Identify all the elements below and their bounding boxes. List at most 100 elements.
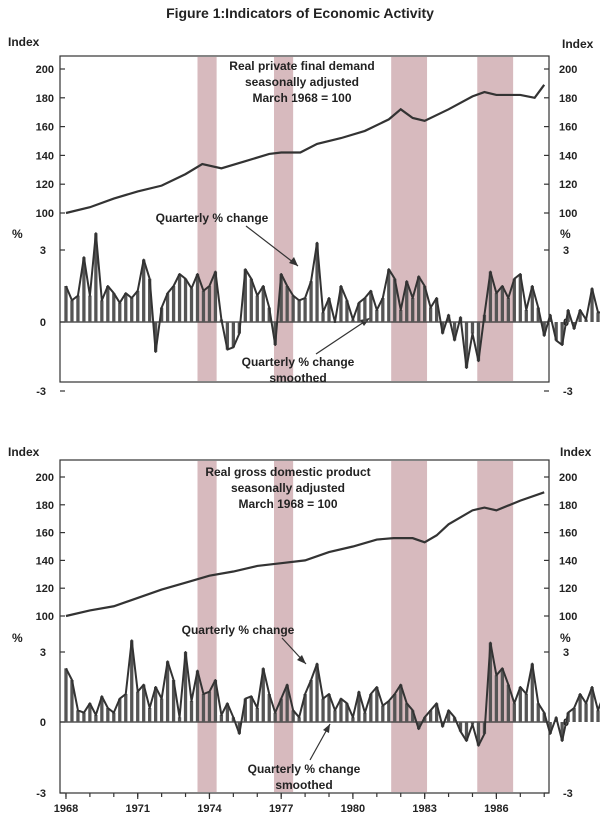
bar-p1-q8: [106, 286, 110, 322]
bar-p1-q20: [177, 274, 182, 322]
bar-p1-q57: [399, 310, 403, 322]
bar-p1-q56: [393, 278, 397, 322]
bar-p1-q31: [243, 269, 247, 322]
bar-p1-q53: [375, 310, 379, 322]
bar-p1-q13: [136, 290, 140, 322]
bar-p2-q35: [267, 694, 271, 722]
bar-p1-q35: [267, 307, 271, 322]
bar-p2-q50: [357, 691, 361, 722]
pct-tick-label-left-p2-1: 0: [40, 717, 46, 729]
bar-p1-q41: [303, 298, 307, 322]
index-label-left-1: Index: [8, 35, 40, 49]
pct-tick-label-left-p1-1: 0: [40, 317, 46, 329]
series-title-2-line-2: seasonally adjusted: [231, 481, 345, 495]
ytick-label-left-p2-100: 100: [36, 611, 54, 623]
ytick-label-right-p1-120: 120: [559, 179, 577, 191]
pct-label-left-1: %: [12, 227, 23, 241]
panel-real-private-final-demand: Index Index % % Real private final deman…: [8, 35, 594, 385]
xtick-label-1968: 1968: [54, 803, 78, 815]
bar-p1-q3: [76, 295, 80, 322]
bar-p1-q73: [494, 293, 499, 322]
index-label-left-2: Index: [8, 445, 40, 459]
bar-p1-q47: [339, 286, 343, 322]
bar-p2-q9: [112, 712, 116, 722]
bar-p2-q33: [255, 708, 259, 722]
bar-p2-q69: [470, 722, 475, 725]
pct-label-left-2: %: [12, 631, 23, 645]
ytick-label-left-p2-200: 200: [36, 472, 54, 484]
pct-tick-label-left-p2-2: -3: [36, 788, 46, 800]
bar-p2-q37: [279, 698, 283, 722]
bar-p1-q62: [428, 307, 433, 322]
bar-p2-q52: [369, 694, 373, 722]
bar-p2-q49: [351, 717, 355, 722]
bar-p2-q42: [309, 680, 313, 722]
bar-p2-q16: [154, 687, 158, 722]
panel-frame-1: [59, 55, 550, 383]
pct-tick-label-right-p1-0: 3: [563, 245, 569, 257]
bar-p1-q55: [387, 269, 391, 322]
bar-p2-q58: [405, 703, 409, 722]
bar-p1-q19: [171, 286, 176, 322]
bar-p2-q12: [130, 640, 134, 722]
bar-p1-q69: [470, 322, 475, 334]
ytick-label-right-p1-200: 200: [559, 64, 577, 76]
bar-p2-q84: [560, 722, 564, 741]
ytick-label-left-p2-140: 140: [36, 555, 54, 567]
bar-p1-q22: [189, 288, 194, 322]
pct-tick-label-right-p1-2: -3: [563, 386, 573, 398]
bar-p2-q70: [476, 722, 481, 746]
shading-layer: [197, 57, 514, 792]
bar-p1-q23: [195, 274, 200, 322]
bar-p2-q56: [393, 694, 397, 722]
bar-p1-q58: [405, 281, 409, 322]
bar-p2-q40: [297, 717, 301, 722]
bar-p1-q77: [518, 274, 522, 322]
bar-p2-q18: [165, 661, 170, 722]
bar-p1-q7: [100, 300, 104, 322]
bar-p2-q41: [303, 694, 307, 722]
bar-p2-q63: [434, 703, 439, 722]
bar-p1-q1: [64, 286, 68, 322]
bar-p1-q83: [554, 322, 558, 341]
annotation-arrow-smoothed-1: [315, 317, 371, 355]
pct-label-right-1: %: [560, 227, 571, 241]
ytick-label-left-p2-180: 180: [36, 500, 54, 512]
bar-p2-q57: [399, 684, 403, 722]
x-axis: 1968 1971 1974 1977 1980 1983 1986: [54, 793, 545, 815]
bar-p2-q80: [536, 703, 540, 722]
bar-p2-q19: [171, 680, 176, 722]
quarterly-change-line-p1: [65, 232, 600, 369]
annotation-smoothed-2-line-2: smoothed: [275, 778, 332, 792]
bar-p1-q85: [566, 310, 570, 322]
bar-p1-q5: [88, 295, 92, 322]
bar-p2-q39: [291, 710, 295, 722]
ytick-label-left-p1-200: 200: [36, 64, 54, 76]
bar-p1-q11: [124, 293, 128, 322]
bar-p2-q74: [500, 668, 505, 722]
bar-p2-q27: [219, 715, 224, 722]
bar-p2-q38: [285, 684, 289, 722]
bar-p1-q10: [118, 302, 122, 322]
bar-p1-q39: [291, 295, 295, 322]
bar-p1-q2: [70, 300, 74, 322]
bar-p2-q45: [327, 694, 331, 722]
bar-p1-q79: [530, 286, 534, 322]
bar-p2-q82: [548, 722, 552, 734]
bar-p1-q89: [590, 288, 594, 322]
bar-p1-q44: [321, 312, 325, 322]
bar-p2-q5: [88, 703, 92, 722]
ytick-label-right-p2-180: 180: [559, 500, 577, 512]
index-label-right-2: Index: [560, 445, 592, 459]
ytick-label-left-p1-140: 140: [36, 150, 54, 162]
bar-p2-q17: [159, 698, 164, 722]
bar-p2-q43: [315, 663, 319, 722]
bar-p2-q55: [387, 701, 391, 722]
level-line-p2: [65, 491, 545, 618]
bar-p1-q61: [423, 286, 427, 322]
bar-p1-q45: [327, 298, 331, 322]
bar-p2-q14: [142, 684, 146, 722]
bar-p1-q43: [315, 242, 319, 322]
bar-p1-q42: [309, 281, 313, 322]
bar-p2-q4: [82, 712, 86, 722]
